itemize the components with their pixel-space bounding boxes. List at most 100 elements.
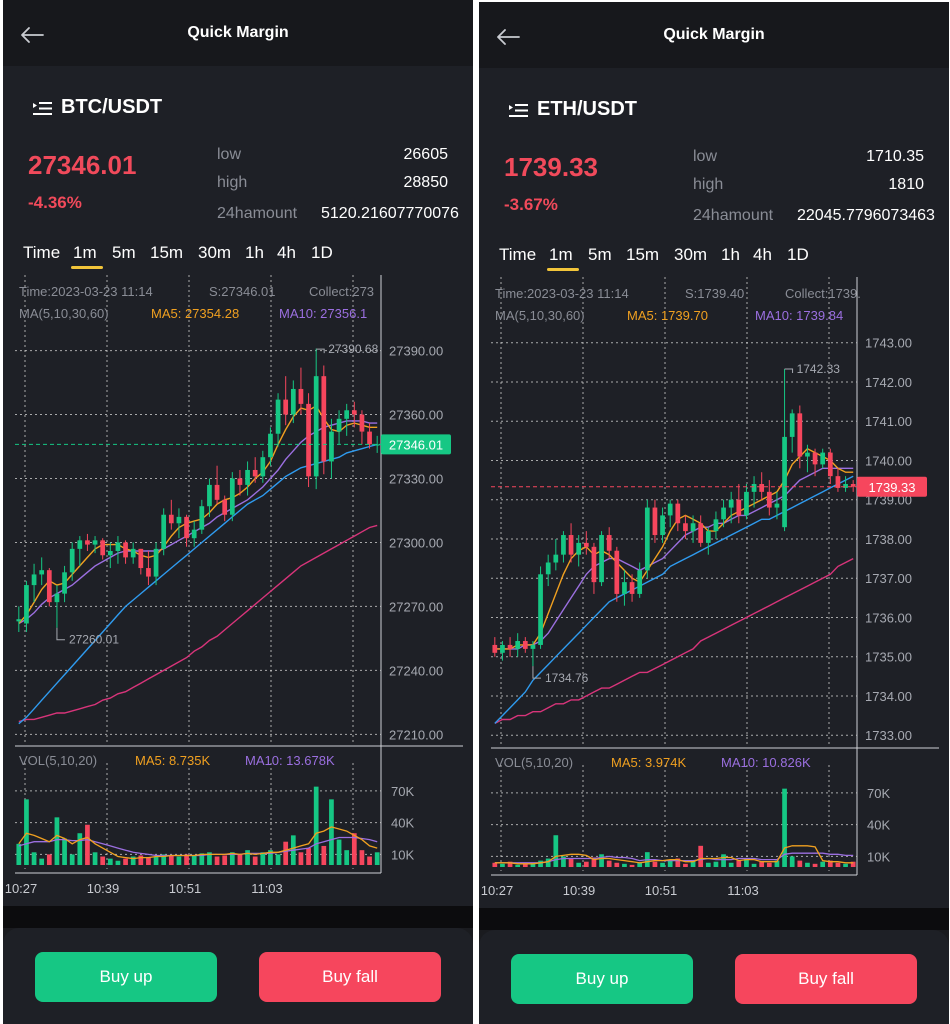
volume-bar <box>100 856 106 865</box>
vol-tick-label: 10K <box>867 849 890 864</box>
volume-bar <box>614 862 620 867</box>
vol-ma10-value: MA10: 13.678K <box>245 753 335 768</box>
candle-body <box>176 516 182 524</box>
candle-body <box>290 388 296 415</box>
volume-bar <box>39 858 45 865</box>
pair-name[interactable]: BTC/USDT <box>61 96 163 118</box>
candle-body <box>644 507 650 571</box>
volume-bar <box>820 861 826 867</box>
candle-body <box>207 484 212 507</box>
tab-1d[interactable]: 1D <box>787 245 809 264</box>
back-arrow-icon[interactable] <box>493 22 523 52</box>
volume-bar <box>683 863 688 867</box>
axis-labels: 1743.001742.001741.001740.001739.001738.… <box>481 336 927 898</box>
x-tick-label: 10:27 <box>5 881 38 896</box>
candle-body <box>146 568 151 577</box>
active-tab-indicator <box>71 266 103 269</box>
tab-30m[interactable]: 30m <box>674 245 708 264</box>
axis-labels: 27390.00 27360.00 27330.00 27300.00 27270.00… <box>5 342 451 896</box>
buy-fall-button[interactable]: Buy fall <box>259 952 441 1002</box>
last-price: 1739.33 <box>504 152 598 182</box>
tab-time[interactable]: Time <box>23 243 61 262</box>
volume-bar <box>744 858 749 867</box>
pair-name[interactable]: ETH/USDT <box>537 98 637 120</box>
volume-bar <box>184 854 189 865</box>
tab-5m[interactable]: 5m <box>588 245 612 264</box>
info-spot: S:27346.01 <box>209 284 276 299</box>
volume-bar <box>146 857 151 865</box>
volume-bar <box>245 850 250 865</box>
candle-body <box>789 413 795 437</box>
candle-body <box>222 499 228 515</box>
tab-1h[interactable]: 1h <box>245 243 264 262</box>
stat-amount-label: 24hamount <box>217 205 298 222</box>
volume-bar <box>321 845 327 865</box>
tab-15m[interactable]: 15m <box>626 245 660 264</box>
volume-bar <box>69 854 75 865</box>
menu-list-icon[interactable] <box>507 102 529 120</box>
kline-chart[interactable]: 27390.00 27360.00 27330.00 27300.00 27270.00… <box>3 275 473 905</box>
tab-1m[interactable]: 1m <box>73 243 97 262</box>
tab-4h[interactable]: 4h <box>753 245 772 264</box>
candle-body <box>191 529 197 539</box>
candle-body <box>660 515 665 536</box>
candle-body <box>359 414 365 432</box>
menu-list-icon[interactable] <box>31 100 53 118</box>
tab-4h[interactable]: 4h <box>277 243 296 262</box>
buy-fall-button[interactable]: Buy fall <box>735 954 917 1004</box>
stat-high-value: 1810 <box>888 176 924 193</box>
info-time: Time:2023-03-23 11:14 <box>19 284 153 299</box>
active-tab-indicator <box>547 268 579 271</box>
volume-bar <box>115 860 121 865</box>
volume-bar <box>538 860 543 867</box>
volume-bar <box>568 858 574 867</box>
stat-low-label: low <box>693 148 718 165</box>
volume-bar <box>54 817 60 865</box>
candle-body <box>690 523 696 532</box>
volume-bar <box>336 839 342 865</box>
tab-1d[interactable]: 1D <box>311 243 333 262</box>
buy-up-button[interactable]: Buy up <box>511 954 693 1004</box>
buy-up-button[interactable]: Buy up <box>35 952 217 1002</box>
candle-body <box>728 499 734 508</box>
volume-bar <box>827 860 833 867</box>
tab-1m[interactable]: 1m <box>549 245 573 264</box>
volume-bar <box>507 861 513 867</box>
volume-bar <box>374 852 380 865</box>
vol-ma5-line <box>18 826 378 860</box>
y-tick-label: 27210.00 <box>389 727 443 742</box>
kline-chart[interactable]: 1743.00 1742.00 1741.00 1740.00 1739.00 1738.… <box>479 277 949 907</box>
candle-body <box>492 644 498 653</box>
stat-amount-value: 5120.21607770076 <box>321 205 459 222</box>
x-tick-label: 10:39 <box>87 881 120 896</box>
volume-bar <box>515 864 521 867</box>
candle-body <box>260 457 266 477</box>
volume-bar <box>260 852 266 865</box>
candle-body <box>583 542 589 547</box>
candle-body <box>515 641 521 649</box>
tab-1h[interactable]: 1h <box>721 245 740 264</box>
trading-screen: Quick Margin ETH/USDT 1739.33 -3.67% low… <box>479 2 949 1024</box>
back-arrow-icon[interactable] <box>17 20 47 50</box>
tab-30m[interactable]: 30m <box>198 243 232 262</box>
candle-body <box>705 531 711 543</box>
y-tick-label: 1736.00 <box>865 610 912 625</box>
y-tick-label: 27360.00 <box>389 408 443 423</box>
low-label: 27260.01 <box>69 633 119 647</box>
volume-bar <box>583 861 589 867</box>
candle-body <box>652 507 658 536</box>
volume-bar <box>199 853 205 865</box>
candle-body <box>336 418 342 432</box>
candle-body <box>797 413 803 457</box>
volume-bar <box>344 850 350 865</box>
volume-bar <box>138 855 144 865</box>
candle-body <box>599 535 604 583</box>
candle-body <box>568 535 574 555</box>
tab-15m[interactable]: 15m <box>150 243 184 262</box>
tab-time[interactable]: Time <box>499 245 537 264</box>
volume-bar <box>367 856 372 865</box>
vol-ma5-value: MA5: 3.974K <box>611 755 686 770</box>
page-title: Quick Margin <box>187 24 289 41</box>
volume-bar <box>797 860 803 867</box>
tab-5m[interactable]: 5m <box>112 243 136 262</box>
